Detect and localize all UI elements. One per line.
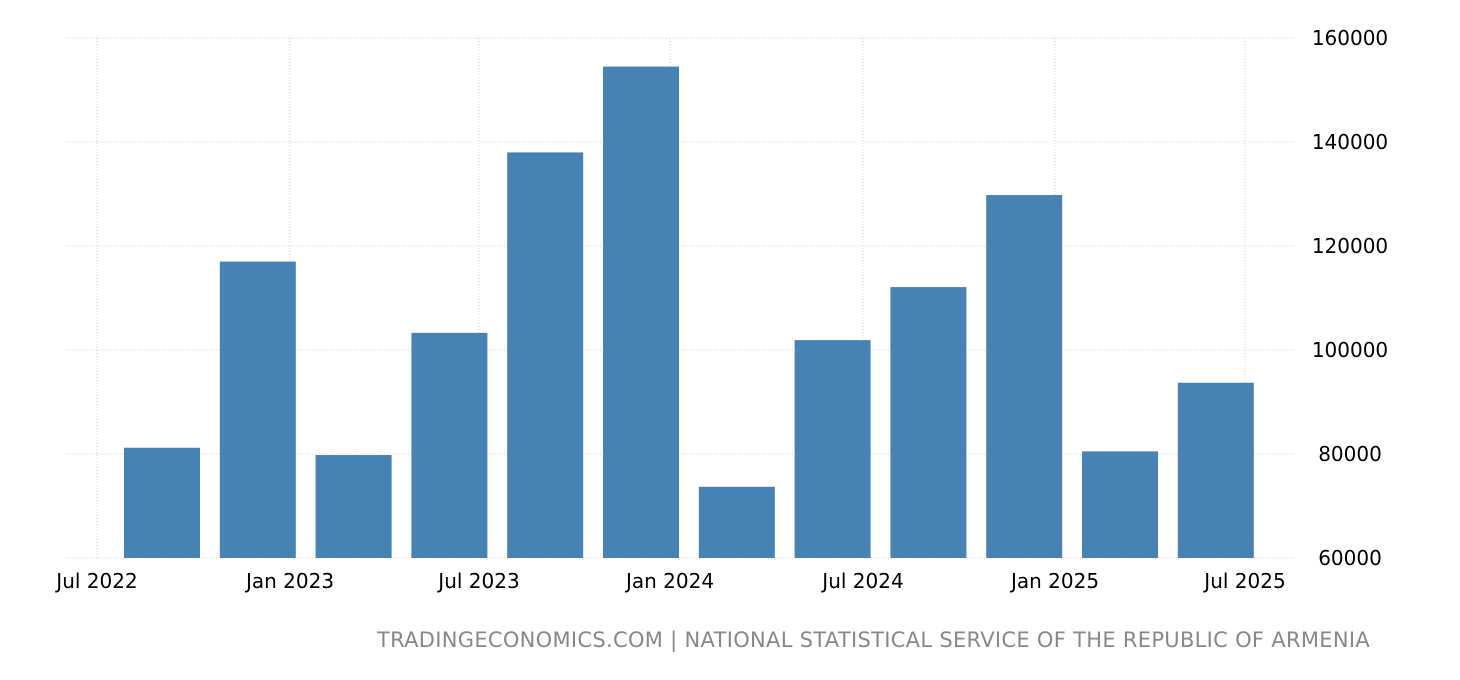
y-axis: 60000 80000 100000 120000 140000 160000 [1312,26,1388,570]
x-tick-label: Jul 2022 [54,569,137,593]
bar-q4-2023 [603,66,679,558]
bar-q2-2023 [411,332,488,558]
source-attribution: TRADINGECONOMICS.COM | NATIONAL STATISTI… [376,628,1370,652]
y-tick-label: 100000 [1312,338,1388,362]
y-tick-label: 60000 [1318,546,1382,570]
bars [124,66,1254,559]
x-tick-label: Jan 2023 [244,569,334,593]
x-tick-label: Jul 2025 [1202,569,1285,593]
x-tick-label: Jul 2023 [436,569,519,593]
bar-q3-2024 [890,287,967,558]
bar-q2-2024 [794,340,871,558]
y-tick-label: 160000 [1312,26,1388,50]
bar-chart: Jul 2022 Jan 2023 Jul 2023 Jan 2024 Jul 2024… [54,26,1388,593]
bar-q2-2025 [1177,382,1254,558]
bar-q3-2022 [124,447,200,558]
y-tick-label: 120000 [1312,234,1388,258]
x-tick-label: Jan 2024 [624,569,714,593]
y-tick-label: 140000 [1312,130,1388,154]
bar-q4-2024 [986,195,1063,559]
bar-q3-2023 [507,152,584,558]
bar-q4-2022 [219,261,296,558]
bar-q1-2023 [315,455,392,558]
x-tick-label: Jul 2024 [820,569,903,593]
x-axis: Jul 2022 Jan 2023 Jul 2023 Jan 2024 Jul 2024… [54,569,1285,593]
bar-q1-2024 [698,486,775,558]
bar-q1-2025 [1082,451,1158,558]
x-tick-label: Jan 2025 [1009,569,1099,593]
y-tick-label: 80000 [1318,442,1382,466]
